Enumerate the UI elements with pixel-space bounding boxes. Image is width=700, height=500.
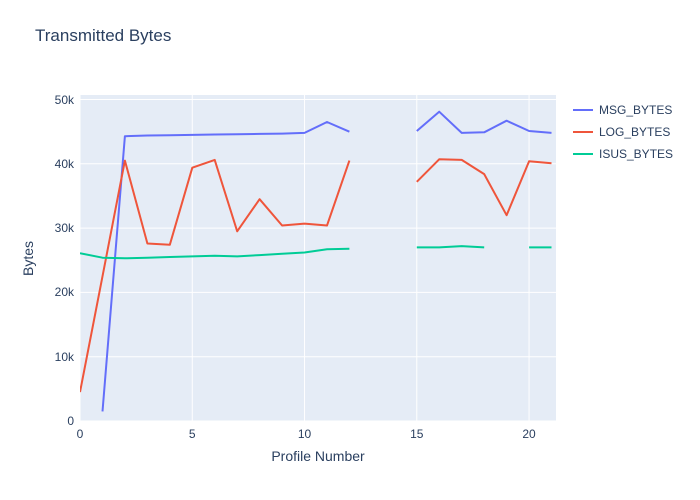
y-tick-label: 20k <box>54 285 74 300</box>
y-tick-label: 40k <box>54 156 74 171</box>
series-line-ISUS_BYTES[interactable] <box>80 247 350 260</box>
legend-label: MSG_BYTES <box>599 103 673 117</box>
x-axis-title: Profile Number <box>271 448 365 464</box>
x-tick-label: 20 <box>522 427 536 441</box>
x-tick-label: 10 <box>297 427 312 441</box>
legend-line-swatch <box>573 131 593 133</box>
chart-title: Transmitted Bytes <box>35 26 172 45</box>
x-tick-label: 5 <box>188 427 196 441</box>
series-line-MSG_BYTES[interactable] <box>101 121 350 412</box>
y-tick-label: 0 <box>67 414 74 428</box>
plot-area[interactable] <box>80 95 556 421</box>
legend-line-swatch <box>573 153 593 155</box>
legend-item-MSG_BYTES[interactable]: MSG_BYTES <box>573 99 673 121</box>
legend-label: ISUS_BYTES <box>599 147 674 161</box>
x-tick-label: 0 <box>76 427 84 441</box>
series-line-MSG_BYTES[interactable] <box>416 110 552 134</box>
x-tick-label: 15 <box>410 427 424 441</box>
plot-svg <box>80 95 556 421</box>
y-tick-label: 30k <box>54 221 74 236</box>
legend: MSG_BYTES LOG_BYTES ISUS_BYTES <box>573 99 673 165</box>
legend-label: LOG_BYTES <box>599 125 671 139</box>
series-line-LOG_BYTES[interactable] <box>80 158 351 393</box>
y-tick-label: 10k <box>54 349 74 364</box>
legend-line-swatch <box>573 109 593 111</box>
y-tick-label: 50k <box>54 92 74 107</box>
legend-item-ISUS_BYTES[interactable]: ISUS_BYTES <box>573 143 673 165</box>
series-line-LOG_BYTES[interactable] <box>416 158 552 217</box>
y-axis-title: Bytes <box>20 240 36 276</box>
series-line-ISUS_BYTES[interactable] <box>416 245 485 249</box>
legend-item-LOG_BYTES[interactable]: LOG_BYTES <box>573 121 673 143</box>
